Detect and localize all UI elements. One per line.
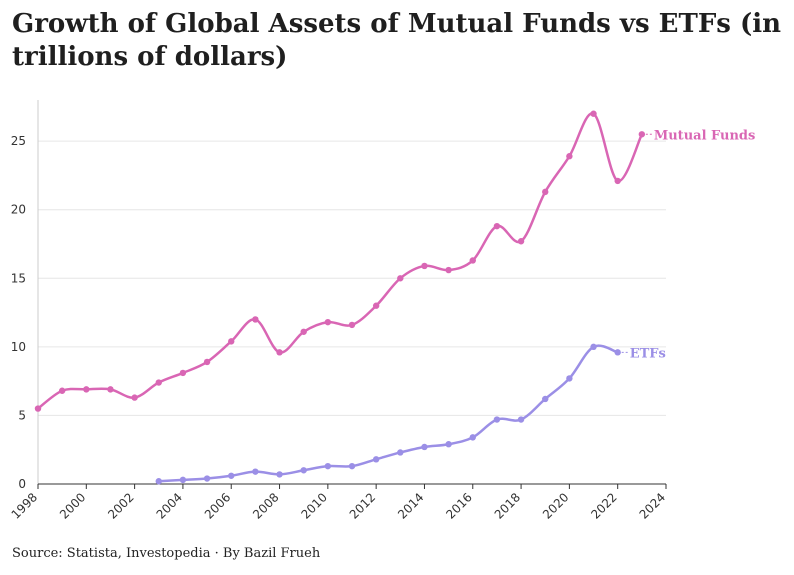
data-point-mutual-funds: [300, 328, 307, 335]
data-point-mutual-funds: [542, 188, 549, 196]
x-tick-label: 2016: [443, 490, 474, 521]
series-label-etfs: ETFs: [630, 346, 666, 361]
chart-title: Growth of Global Assets of Mutual Funds …: [12, 9, 782, 72]
data-point-etfs: [469, 434, 476, 441]
data-point-mutual-funds: [179, 369, 187, 377]
y-tick-label: 0: [18, 477, 26, 491]
x-tick-label: 2000: [57, 490, 88, 521]
x-tick-label: 2024: [637, 490, 668, 521]
data-point-etfs: [590, 343, 597, 351]
data-point-etfs: [542, 395, 549, 403]
data-point-mutual-funds: [348, 321, 356, 329]
series-line-etfs: [158, 344, 619, 483]
source-note: Source: Statista, Investopedia · By Bazi…: [12, 546, 321, 561]
data-point-etfs: [228, 472, 235, 479]
data-point-etfs: [445, 441, 452, 448]
data-point-mutual-funds: [58, 387, 66, 394]
data-point-etfs: [614, 349, 621, 356]
x-tick-label: 2004: [154, 490, 185, 521]
data-point-mutual-funds: [397, 275, 404, 282]
data-point-mutual-funds: [372, 302, 380, 309]
data-point-etfs: [348, 462, 356, 470]
x-tick-label: 2018: [492, 490, 523, 521]
data-point-mutual-funds: [155, 379, 162, 386]
data-point-etfs: [300, 467, 307, 474]
series-line-mutual-funds: [37, 112, 643, 410]
x-tick-label: 2010: [298, 490, 329, 521]
data-point-mutual-funds: [566, 153, 573, 160]
axes: 0 5 10 15 20 25 1998 2000 2002 2004 2006 2008 2010 20…: [9, 100, 668, 522]
data-point-mutual-funds: [276, 349, 283, 356]
x-tick-label: 2014: [395, 490, 426, 521]
data-point-etfs: [517, 416, 525, 423]
x-tick-label: 1998: [9, 490, 40, 521]
data-point-etfs: [179, 476, 187, 484]
y-tick-label: 25: [11, 134, 26, 148]
data-point-mutual-funds: [83, 386, 90, 393]
data-point-etfs: [203, 475, 211, 482]
data-point-etfs: [276, 471, 283, 478]
series-labels: Mutual Funds ETFs: [621, 128, 756, 361]
data-point-mutual-funds: [228, 338, 235, 345]
data-point-mutual-funds: [614, 177, 621, 185]
data-point-mutual-funds: [469, 257, 476, 264]
data-point-mutual-funds: [324, 318, 332, 326]
x-tick-label: 2022: [588, 490, 619, 521]
y-tick-label: 10: [11, 340, 26, 354]
gridlines: [38, 140, 666, 416]
y-tick-label: 5: [18, 408, 26, 422]
data-point-mutual-funds: [638, 131, 646, 138]
data-point-etfs: [421, 443, 428, 451]
y-tick-label: 15: [11, 271, 26, 285]
data-point-mutual-funds: [131, 394, 138, 401]
data-point-etfs: [493, 416, 501, 423]
data-point-etfs: [372, 456, 380, 463]
data-point-mutual-funds: [34, 405, 42, 412]
x-tick-label: 2012: [347, 490, 378, 521]
series-label-mutual-funds: Mutual Funds: [654, 128, 756, 143]
x-tick-label: 2002: [105, 490, 136, 521]
x-tick-label: 2020: [540, 490, 571, 521]
data-point-mutual-funds: [590, 110, 597, 117]
data-point-mutual-funds: [421, 262, 428, 270]
data-point-mutual-funds: [493, 222, 501, 230]
data-point-etfs: [397, 449, 404, 456]
data-point-etfs: [252, 468, 259, 475]
data-point-etfs: [566, 375, 573, 382]
data-point-mutual-funds: [445, 266, 452, 274]
x-tick-label: 2006: [202, 490, 233, 521]
data-point-etfs: [324, 462, 332, 470]
x-tick-label: 2008: [250, 490, 281, 521]
y-tick-label: 20: [11, 203, 26, 217]
data-point-mutual-funds: [252, 316, 259, 323]
data-point-mutual-funds: [517, 238, 525, 245]
data-point-mutual-funds: [203, 358, 211, 366]
series-layer: [34, 110, 646, 485]
data-point-etfs: [155, 478, 162, 485]
data-point-mutual-funds: [107, 386, 114, 393]
